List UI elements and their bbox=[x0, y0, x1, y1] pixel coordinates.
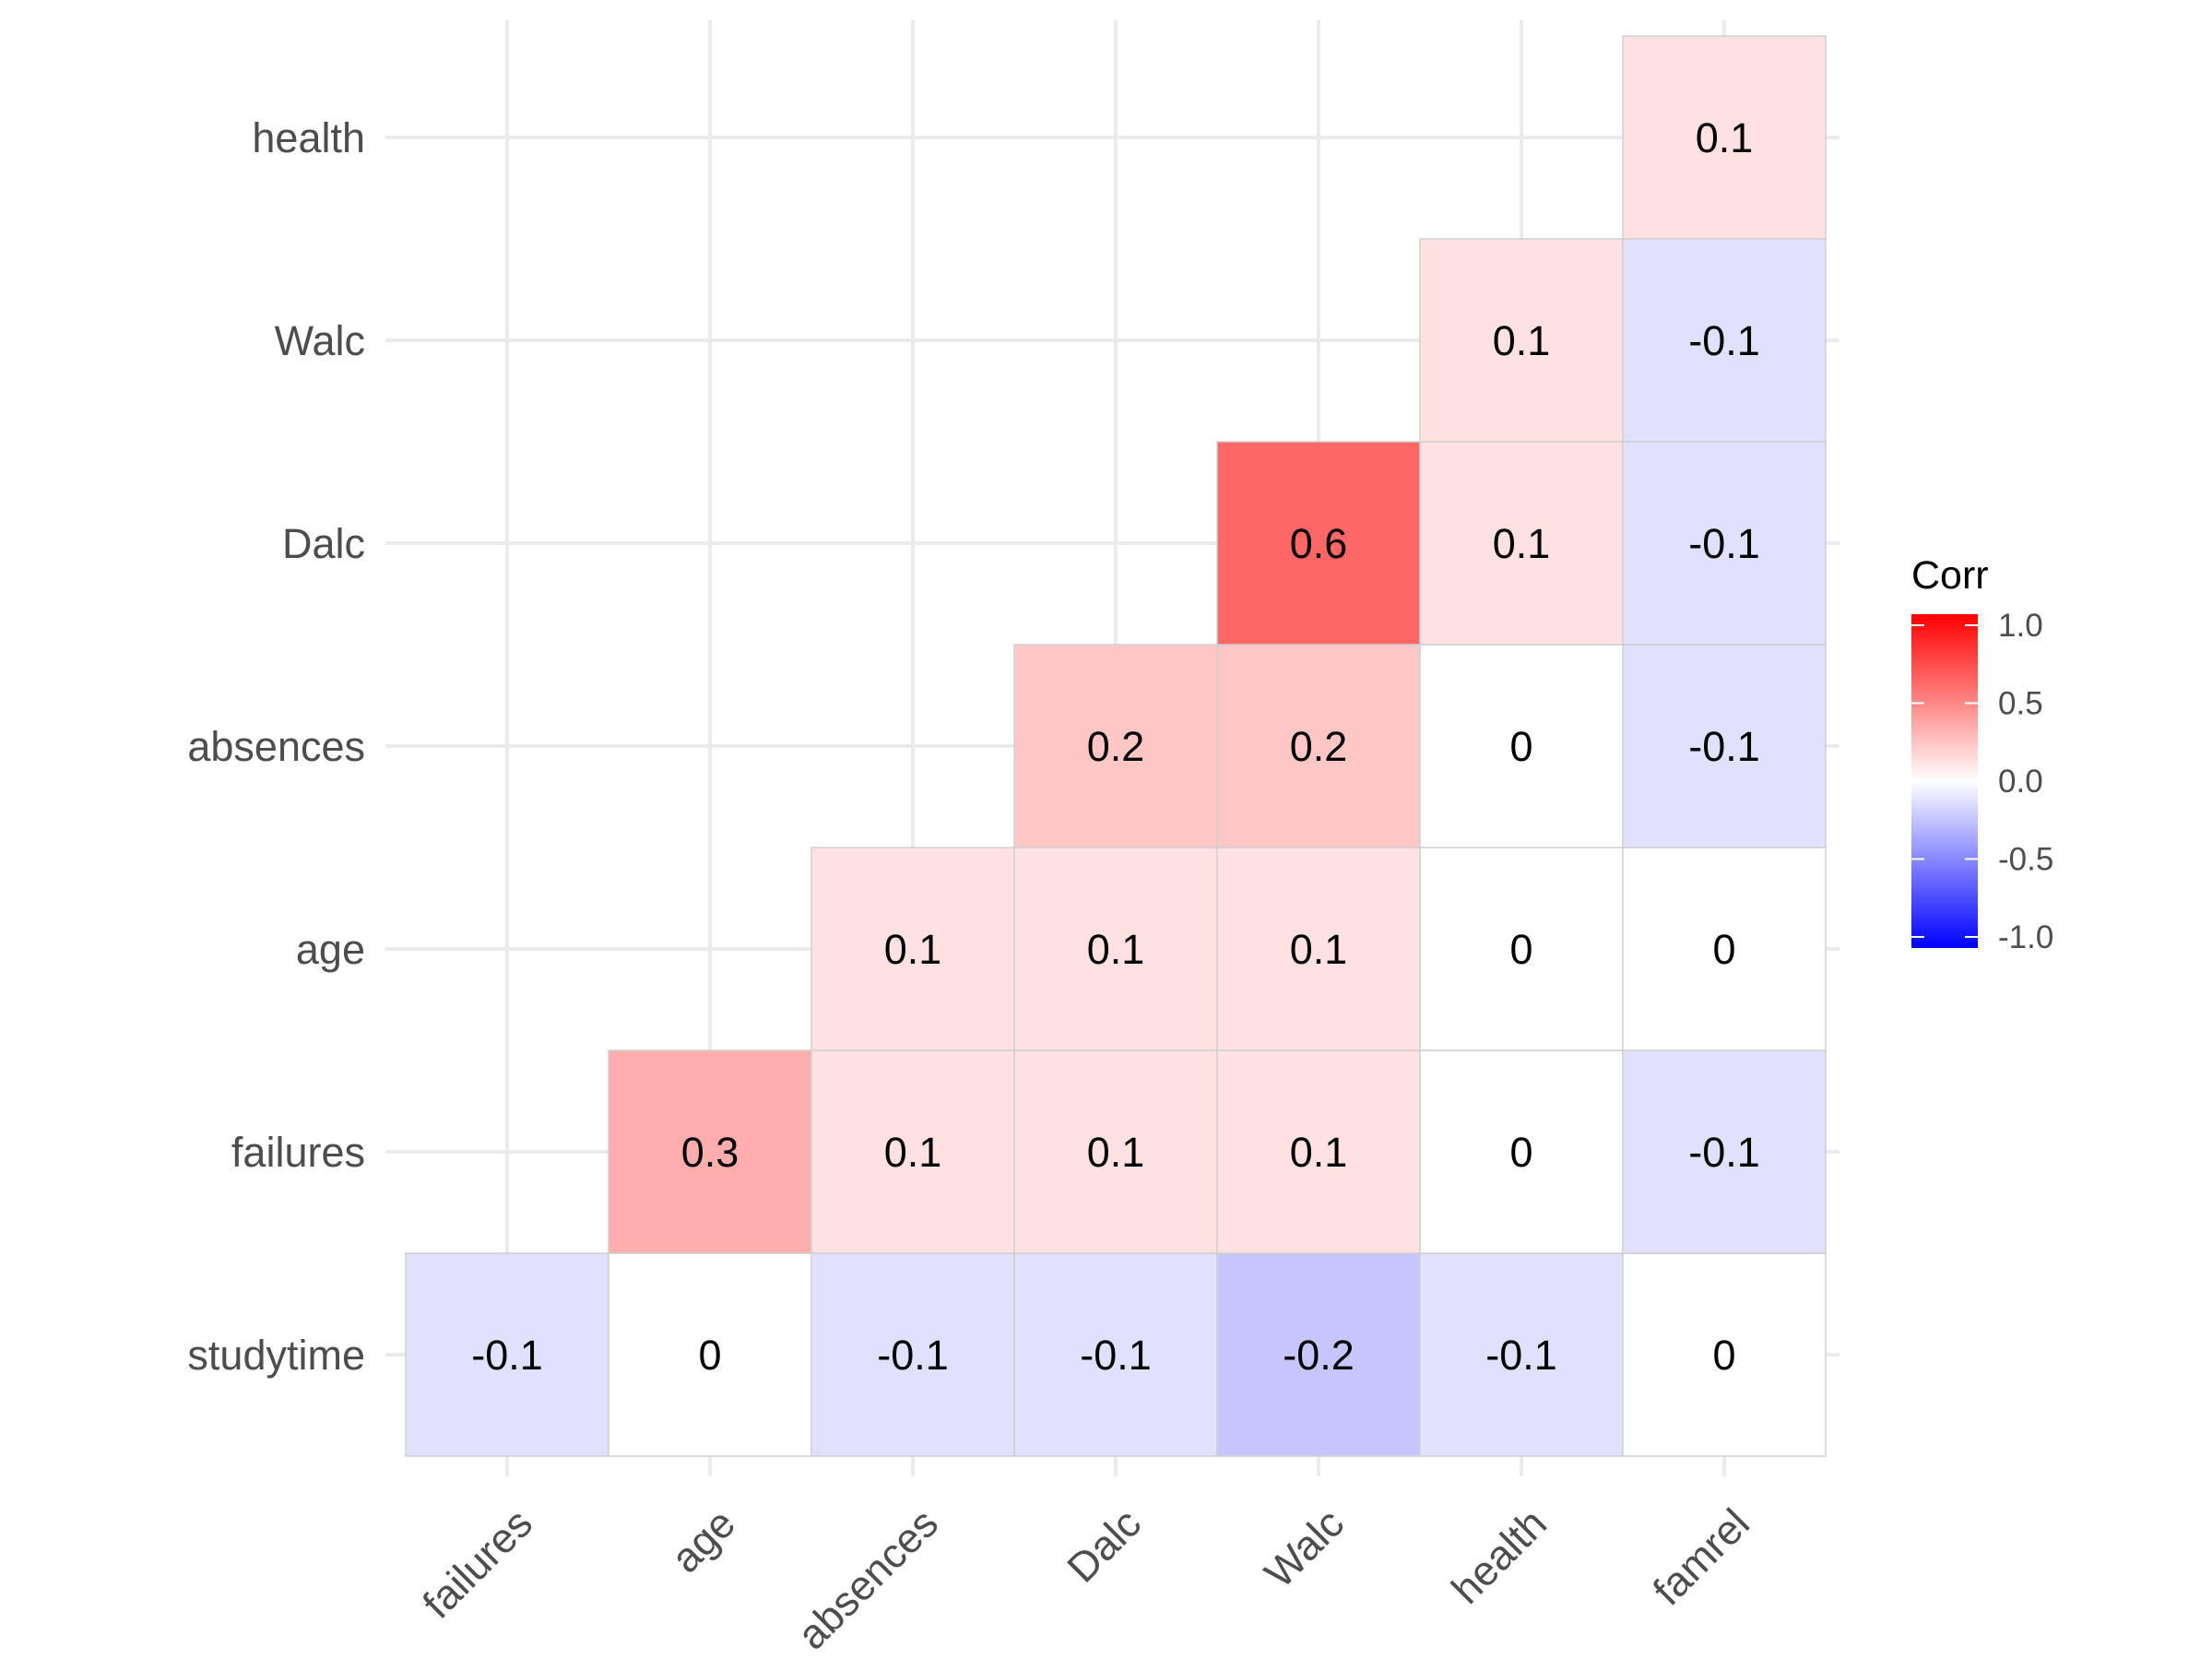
cell-label: 0 bbox=[1509, 723, 1532, 770]
heatmap-cell bbox=[1216, 644, 1421, 848]
heatmap-cells bbox=[405, 35, 1827, 1457]
cell-label: -0.1 bbox=[1688, 723, 1760, 770]
cell-label: 0.1 bbox=[1290, 1129, 1348, 1176]
x-tick-label: Walc bbox=[1255, 1499, 1353, 1597]
heatmap-cell bbox=[1216, 441, 1421, 646]
x-tick-label: absences bbox=[788, 1499, 947, 1658]
cell-label: 0.2 bbox=[1290, 723, 1348, 770]
y-tick-label: age bbox=[296, 926, 365, 973]
legend-tick-label: -1.0 bbox=[1998, 919, 2053, 955]
legend-tick-label: -0.5 bbox=[1998, 842, 2053, 878]
cell-label: 0 bbox=[1712, 1332, 1735, 1379]
x-tick-label: age bbox=[662, 1499, 744, 1582]
heatmap-cell bbox=[810, 847, 1015, 1051]
cell-label: 0 bbox=[1509, 926, 1532, 973]
heatmap-cell bbox=[1419, 644, 1624, 848]
y-tick-label: health bbox=[252, 114, 365, 161]
cell-label: 0 bbox=[698, 1332, 721, 1379]
heatmap-cell bbox=[810, 1049, 1015, 1254]
cell-label: -0.1 bbox=[1485, 1332, 1557, 1379]
heatmap-cell bbox=[1622, 1049, 1827, 1254]
cell-labels: -0.1 0 -0.1 -0.1 -0.2 -0.1 0 0.3 0.1 0.1 0.1 0 -0.1 0… bbox=[471, 114, 1760, 1379]
cell-label: 0.1 bbox=[884, 926, 942, 973]
legend-tick-label: 1.0 bbox=[1998, 608, 2043, 644]
heatmap-cell bbox=[810, 1252, 1015, 1457]
x-tick-label: famrel bbox=[1644, 1499, 1758, 1614]
cell-label: -0.1 bbox=[877, 1332, 949, 1379]
cell-label: -0.1 bbox=[471, 1332, 543, 1379]
cell-label: 0.2 bbox=[1087, 723, 1145, 770]
cell-label: -0.2 bbox=[1283, 1332, 1354, 1379]
x-tick-label: Dalc bbox=[1058, 1499, 1150, 1592]
heatmap-cell bbox=[1622, 35, 1827, 240]
heatmap-cell bbox=[1419, 1049, 1624, 1254]
heatmap-cell bbox=[1622, 441, 1827, 646]
cell-label: 0 bbox=[1712, 926, 1735, 973]
cell-label: 0.6 bbox=[1290, 520, 1348, 567]
cell-label: 0.3 bbox=[681, 1129, 739, 1176]
heatmap-cell bbox=[1419, 1252, 1624, 1457]
cell-label: -0.1 bbox=[1688, 520, 1760, 567]
cell-label: 0.1 bbox=[1493, 520, 1551, 567]
heatmap-cell bbox=[1216, 1252, 1421, 1457]
legend-tick-label: 0.5 bbox=[1998, 686, 2043, 722]
heatmap-cell bbox=[1013, 644, 1218, 848]
heatmap-cell bbox=[1622, 1252, 1827, 1457]
cell-label: 0.1 bbox=[884, 1129, 942, 1176]
y-tick-label: Walc bbox=[275, 317, 365, 364]
x-tick-label: health bbox=[1442, 1499, 1555, 1613]
heatmap-cell bbox=[1013, 1049, 1218, 1254]
y-tick-label: absences bbox=[187, 723, 365, 770]
x-axis: failures age absences Dalc Walc health famrel bbox=[413, 1499, 1758, 1658]
heatmap-cell bbox=[608, 1049, 812, 1254]
cell-label: 0.1 bbox=[1087, 1129, 1145, 1176]
cell-label: 0.1 bbox=[1493, 317, 1551, 364]
y-tick-label: studytime bbox=[187, 1332, 365, 1379]
cell-label: -0.1 bbox=[1688, 1129, 1760, 1176]
heatmap-cell bbox=[1622, 644, 1827, 848]
heatmap-cell bbox=[1419, 847, 1624, 1051]
cell-label: -0.1 bbox=[1080, 1332, 1152, 1379]
cell-label: 0.1 bbox=[1290, 926, 1348, 973]
cell-label: -0.1 bbox=[1688, 317, 1760, 364]
cell-label: 0.1 bbox=[1087, 926, 1145, 973]
y-tick-label: failures bbox=[231, 1129, 365, 1176]
heatmap-cell bbox=[1419, 441, 1624, 646]
heatmap-cell bbox=[1216, 847, 1421, 1051]
legend-ticks: 1.0 0.5 0.0 -0.5 -1.0 bbox=[1911, 608, 2053, 955]
y-tick-label: Dalc bbox=[282, 520, 365, 567]
cell-label: 0 bbox=[1509, 1129, 1532, 1176]
cell-label: 0.1 bbox=[1696, 114, 1754, 161]
legend-tick-label: 0.0 bbox=[1998, 764, 2043, 800]
heatmap-cell bbox=[1622, 847, 1827, 1051]
heatmap-cell bbox=[1419, 238, 1624, 443]
legend-title: Corr bbox=[1911, 553, 1989, 598]
heatmap-cell bbox=[1622, 238, 1827, 443]
heatmap-cell bbox=[1013, 847, 1218, 1051]
legend: Corr 1.0 0.5 0.0 -0.5 -1.0 bbox=[1911, 553, 2053, 955]
x-tick-label: failures bbox=[413, 1499, 541, 1628]
y-axis: studytime failures age absences Dalc Walc heal… bbox=[187, 114, 365, 1379]
heatmap-cell bbox=[1216, 1049, 1421, 1254]
